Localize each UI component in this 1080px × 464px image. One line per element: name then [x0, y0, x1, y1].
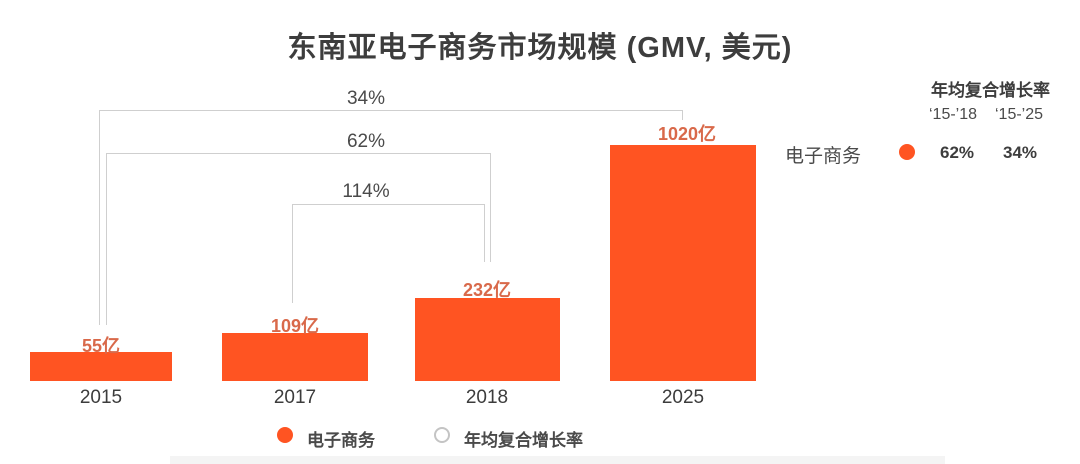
bracket-leg-15-25-right: [682, 110, 683, 120]
cagr-value-15-25: 34%: [1002, 143, 1038, 162]
legend-filled-dot-icon: [277, 427, 293, 443]
cagr-col-15-25: ‘15-’25: [994, 106, 1044, 123]
cagr-row-label: 电子商务: [785, 146, 862, 167]
growth-label-15-25: 34%: [346, 88, 386, 109]
legend-outline-circle-icon: [434, 427, 450, 443]
bracket-line-15-18: [106, 153, 490, 154]
bottom-strip: [170, 456, 945, 464]
bracket-leg-17-18-left: [292, 204, 293, 303]
legend-item-cagr: 年均复合增长率: [464, 431, 583, 450]
bar-2018: [415, 298, 560, 381]
legend-item-ecommerce: 电子商务: [307, 431, 375, 450]
bracket-leg-15-18-right: [490, 153, 491, 262]
bracket-line-15-25: [99, 110, 682, 111]
bar-2015: [30, 352, 172, 381]
axis-label-2017: 2017: [273, 387, 317, 408]
bar-value-2017: 109亿: [270, 316, 320, 336]
bar-value-2015: 55亿: [81, 336, 121, 356]
cagr-panel-header: 年均复合增长率: [931, 81, 1050, 100]
bracket-leg-15-18-left: [106, 153, 107, 325]
bar-2025: [610, 145, 756, 381]
axis-label-2025: 2025: [661, 387, 705, 408]
chart-title: 东南亚电子商务市场规模 (GMV, 美元): [287, 32, 793, 64]
bar-2017: [222, 333, 368, 381]
bracket-line-17-18: [292, 204, 484, 205]
series-dot-icon: [899, 144, 915, 160]
axis-label-2015: 2015: [79, 387, 123, 408]
growth-label-17-18: 114%: [342, 181, 390, 202]
cagr-value-15-18: 62%: [939, 143, 975, 162]
bar-value-2018: 232亿: [462, 280, 512, 300]
cagr-col-15-18: ‘15-’18: [928, 106, 978, 123]
bracket-leg-15-25-left: [99, 110, 100, 325]
axis-label-2018: 2018: [465, 387, 509, 408]
growth-label-15-18: 62%: [346, 131, 386, 152]
bracket-leg-17-18-right: [484, 204, 485, 262]
bar-value-2025: 1020亿: [657, 124, 717, 144]
